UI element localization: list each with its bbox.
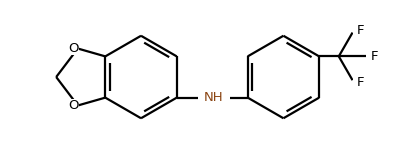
Text: F: F: [357, 24, 364, 37]
Text: NH: NH: [204, 91, 224, 104]
Text: F: F: [357, 76, 364, 89]
Text: O: O: [69, 42, 79, 55]
Text: F: F: [371, 50, 379, 63]
Text: O: O: [69, 99, 79, 112]
